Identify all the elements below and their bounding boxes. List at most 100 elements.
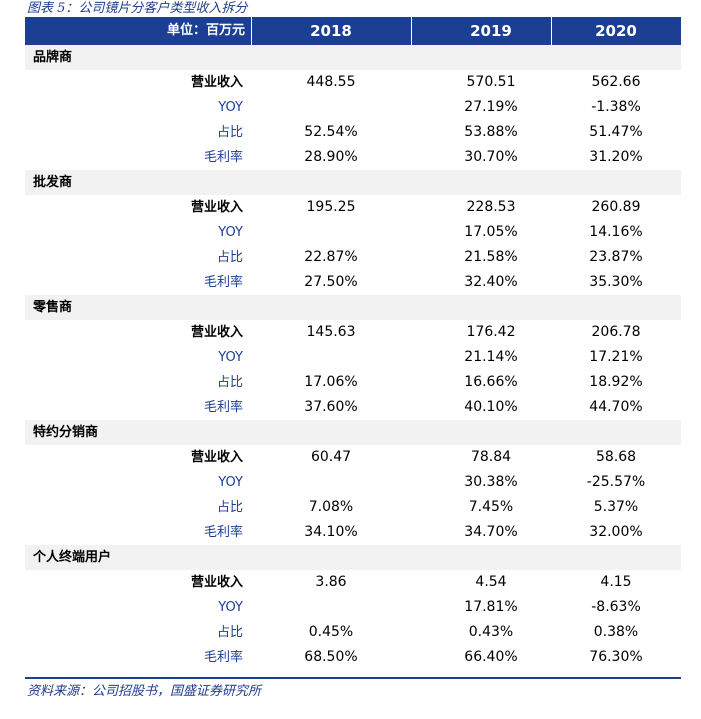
group-header: 个人终端用户	[25, 545, 681, 570]
header-divider	[251, 17, 252, 45]
table-row: YOY 17.05% 14.16%	[25, 220, 681, 245]
value-cell: -1.38%	[591, 99, 641, 115]
value-cell: 0.43%	[468, 624, 514, 640]
value-cell: 228.53	[466, 199, 516, 215]
value-cell: 7.08%	[308, 499, 354, 515]
value-cell: 0.38%	[593, 624, 639, 640]
value-cell: 23.87%	[589, 249, 643, 265]
value-cell: 40.10%	[464, 399, 518, 415]
row-label: 毛利率	[203, 150, 243, 165]
value-cell: 0.45%	[308, 624, 354, 640]
table-caption: 图表 5：公司镜片分客户类型收入拆分	[27, 1, 248, 16]
table-row: 营业收入 60.47 78.84 58.68	[25, 445, 681, 470]
value-cell: 32.00%	[589, 524, 643, 540]
group-header: 品牌商	[25, 45, 681, 70]
row-label: YOY	[218, 600, 243, 615]
table-row: 营业收入 3.86 4.54 4.15	[25, 570, 681, 595]
table-row: 占比 52.54% 53.88% 51.47%	[25, 120, 681, 145]
row-label: YOY	[218, 350, 243, 365]
value-cell: 4.54	[475, 574, 507, 590]
table-row: 营业收入 195.25 228.53 260.89	[25, 195, 681, 220]
year-2018-header: 2018	[310, 22, 352, 40]
group-header: 批发商	[25, 170, 681, 195]
header-divider	[551, 17, 552, 45]
table-row: 占比 7.08% 7.45% 5.37%	[25, 495, 681, 520]
value-cell: 35.30%	[589, 274, 643, 290]
row-label: YOY	[218, 100, 243, 115]
value-cell: 78.84	[470, 449, 512, 465]
value-cell: 17.21%	[589, 349, 643, 365]
table-row: 毛利率 28.90% 30.70% 31.20%	[25, 145, 681, 170]
row-label: YOY	[218, 225, 243, 240]
value-cell: 562.66	[591, 74, 641, 90]
value-cell: 66.40%	[464, 649, 518, 665]
table-row: 毛利率 37.60% 40.10% 44.70%	[25, 395, 681, 420]
value-cell: 21.58%	[464, 249, 518, 265]
table-row: YOY 27.19% -1.38%	[25, 95, 681, 120]
table-row: YOY 21.14% 17.21%	[25, 345, 681, 370]
row-label: 毛利率	[203, 525, 243, 540]
group-header: 零售商	[25, 295, 681, 320]
unit-label: 单位：百万元	[166, 23, 245, 38]
table-body: 品牌商 营业收入 448.55 570.51 562.66 YOY 27.19% -1.38%…	[25, 45, 681, 670]
value-cell: 28.90%	[304, 149, 358, 165]
value-cell: 195.25	[306, 199, 356, 215]
value-cell: 44.70%	[589, 399, 643, 415]
table-row: 毛利率 68.50% 66.40% 76.30%	[25, 645, 681, 670]
row-label: 营业收入	[190, 325, 243, 340]
row-label: 占比	[216, 500, 243, 515]
value-cell: 18.92%	[589, 374, 643, 390]
value-cell: 21.14%	[464, 349, 518, 365]
value-cell: 30.38%	[464, 474, 518, 490]
row-label: 营业收入	[190, 575, 243, 590]
value-cell: 30.70%	[464, 149, 518, 165]
value-cell: 37.60%	[304, 399, 358, 415]
source-note: 资料来源：公司招股书，国盛证券研究所	[27, 684, 262, 699]
value-cell: 448.55	[306, 74, 356, 90]
value-cell: 145.63	[306, 324, 356, 340]
value-cell: 3.86	[315, 574, 347, 590]
value-cell: 4.15	[600, 574, 632, 590]
value-cell: 22.87%	[304, 249, 358, 265]
table-row: 营业收入 448.55 570.51 562.66	[25, 70, 681, 95]
row-label: 毛利率	[203, 275, 243, 290]
value-cell: 58.68	[595, 449, 637, 465]
value-cell: 17.05%	[464, 224, 518, 240]
row-label: 占比	[216, 375, 243, 390]
value-cell: 16.66%	[464, 374, 518, 390]
table-row: 占比 17.06% 16.66% 18.92%	[25, 370, 681, 395]
row-label: 毛利率	[203, 650, 243, 665]
table-bottom-rule	[25, 677, 681, 679]
value-cell: -25.57%	[586, 474, 646, 490]
group-header: 特约分销商	[25, 420, 681, 445]
value-cell: 53.88%	[464, 124, 518, 140]
year-2019-header: 2019	[470, 22, 512, 40]
value-cell: -8.63%	[591, 599, 641, 615]
value-cell: 68.50%	[304, 649, 358, 665]
table-row: 毛利率 34.10% 34.70% 32.00%	[25, 520, 681, 545]
row-label: 营业收入	[190, 200, 243, 215]
value-cell: 34.10%	[304, 524, 358, 540]
value-cell: 76.30%	[589, 649, 643, 665]
table-row: YOY 30.38% -25.57%	[25, 470, 681, 495]
value-cell: 31.20%	[589, 149, 643, 165]
table-header: 单位：百万元 2018 2019 2020	[25, 17, 681, 45]
value-cell: 52.54%	[304, 124, 358, 140]
value-cell: 260.89	[591, 199, 641, 215]
table-row: 占比 0.45% 0.43% 0.38%	[25, 620, 681, 645]
value-cell: 206.78	[591, 324, 641, 340]
value-cell: 32.40%	[464, 274, 518, 290]
value-cell: 17.81%	[464, 599, 518, 615]
value-cell: 60.47	[310, 449, 352, 465]
table-row: 占比 22.87% 21.58% 23.87%	[25, 245, 681, 270]
value-cell: 5.37%	[593, 499, 639, 515]
value-cell: 7.45%	[468, 499, 514, 515]
row-label: 占比	[216, 250, 243, 265]
row-label: 占比	[216, 625, 243, 640]
header-divider	[411, 17, 412, 45]
value-cell: 17.06%	[304, 374, 358, 390]
row-label: 占比	[216, 125, 243, 140]
value-cell: 14.16%	[589, 224, 643, 240]
year-2020-header: 2020	[595, 22, 637, 40]
